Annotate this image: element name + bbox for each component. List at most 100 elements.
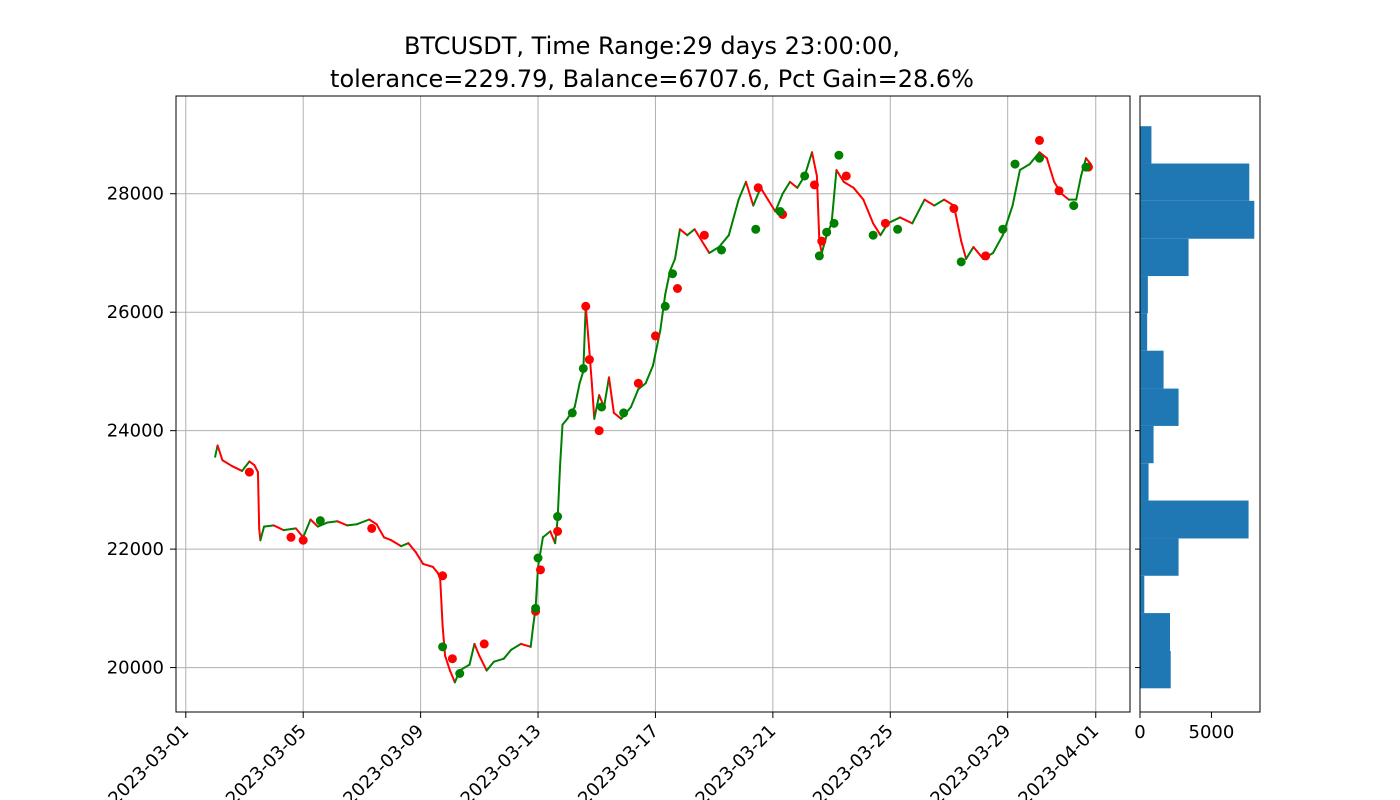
histogram-bars [1140,126,1255,689]
price-line-segment [911,198,926,225]
price-line-segment [933,198,946,207]
price-line-segment [541,530,552,539]
buy-marker [751,224,761,234]
price-line-segment [382,536,393,542]
price-line-segment [221,459,234,468]
sell-marker [817,236,827,246]
price-line-segment [326,520,339,524]
price-line-segment [923,198,936,207]
histogram-bar [1140,650,1171,689]
price-line-segment [584,305,590,337]
price-line-segment [700,240,711,254]
y-tick-label: 26000 [107,302,164,323]
sell-marker [367,523,377,533]
x-tick-label: 2023-03-29 [926,721,1015,800]
sell-marker [1034,135,1044,145]
price-line-segment [537,536,544,568]
buy-marker [716,245,726,255]
price-line-segment [862,198,875,225]
histogram-bar [1140,238,1189,277]
histogram-bar [1140,350,1164,389]
buy-marker [1034,153,1044,163]
price-line-segment [439,577,444,628]
sell-marker [650,331,660,341]
price-line-segment [1018,163,1031,172]
sell-marker [753,183,763,193]
price-line-segment [231,465,244,472]
price-line-segment [263,524,275,528]
price-line-segment [659,293,667,331]
histogram-bar [1140,538,1179,576]
price-line-segment [282,527,297,532]
price-line-segment [842,180,855,189]
y-tick-label: 24000 [107,421,164,442]
histogram-bar [1140,500,1249,539]
price-line-segment [549,530,557,545]
buy-marker [660,301,670,311]
price-line-segment [1075,174,1083,201]
histogram-x-tick-label: 0 [1134,722,1145,743]
buy-marker [1069,201,1079,211]
sell-marker [981,251,991,261]
price-series [214,151,1092,684]
sell-marker [633,378,643,388]
buy-marker [597,402,607,412]
price-line-segment [431,565,439,574]
histogram-bar [1140,276,1148,314]
price-y-axis: 20000 22000 24000 26000 28000 [107,184,176,679]
price-line-segment [573,382,581,408]
histogram-bar [1140,463,1149,501]
buy-marker [1081,162,1091,172]
price-line-segment [375,523,385,539]
sell-marker [949,204,959,214]
histogram-bar [1140,388,1179,426]
price-line-segment [448,669,456,684]
price-line-segment [788,180,799,189]
price-line-segment [1038,151,1048,160]
price-line-segment [693,228,703,243]
buy-marker [553,512,563,522]
buy-marker [775,207,785,216]
x-tick-label: 2023-03-25 [809,721,898,800]
x-tick-label: 2023-04-01 [1014,721,1103,800]
histogram-bar [1140,575,1145,614]
price-line-segment [811,151,818,177]
price-histogram: 0 5000 [1134,95,1261,743]
sell-marker [438,571,448,581]
buy-marker [315,516,325,526]
x-tick-label: 2023-03-13 [457,721,546,800]
sell-marker [581,301,591,311]
x-tick-label: 2023-03-17 [574,721,663,800]
price-line-segment [468,642,476,666]
sell-marker [699,230,709,240]
price-line-segment [766,198,777,213]
price-line-segment [256,471,261,530]
trade-markers [244,135,1093,678]
price-line-segment [637,382,647,391]
price-line-segment [830,169,838,225]
buy-marker [438,642,448,652]
price-line-segment [669,257,677,272]
price-line-segment [559,423,564,468]
price-line-segment [216,444,224,462]
price-line-segment [686,228,696,237]
histogram-bar [1140,163,1250,201]
price-line-segment [886,216,902,225]
price-line-segment [678,228,689,237]
price-line-segment [485,660,495,672]
price-line-segment [578,370,585,385]
price-line-segment [390,539,403,548]
buy-marker [868,230,878,240]
price-line-segment [444,654,451,672]
buy-marker [533,553,543,563]
price-line-segment [992,234,1004,254]
price-line-segment [629,388,640,408]
price-line-segment [519,642,532,648]
price-line-segment [582,305,587,373]
y-tick-label: 20000 [107,658,164,679]
buy-marker [834,150,844,160]
sell-marker [594,426,604,436]
price-line-segment [744,180,755,207]
